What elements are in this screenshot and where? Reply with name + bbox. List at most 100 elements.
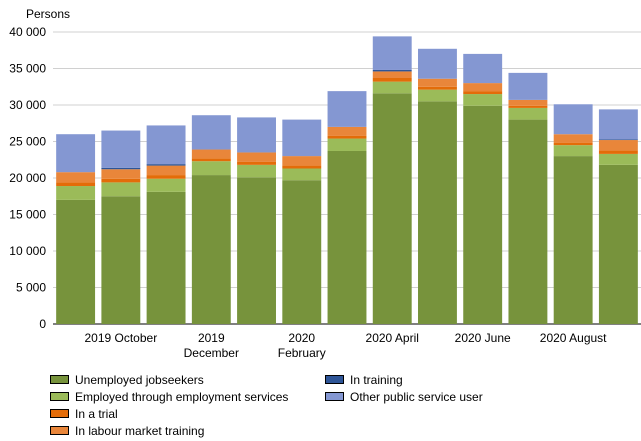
x-tick-label: 2020 June	[455, 331, 511, 345]
x-tick-label: 2020 August	[540, 331, 607, 345]
x-tick-label: 2020 February	[278, 331, 326, 360]
bar-segment	[146, 175, 186, 179]
bar-segment	[146, 191, 186, 324]
y-tick-label: 20 000	[9, 171, 46, 185]
y-tick-label: 15 000	[9, 208, 46, 222]
bar-segment	[56, 134, 96, 173]
bar-stack	[463, 53, 503, 324]
x-tick-label: 2019 October	[84, 331, 157, 345]
legend-label: Employed through employment services	[75, 389, 289, 404]
bar-segment	[418, 89, 457, 102]
x-tick-label: 2019 December	[184, 331, 239, 360]
x-axis-ticks: 2019 October 2019 December 2020 February 2020…	[84, 331, 607, 360]
bar-segment	[56, 186, 96, 200]
bar-stack	[101, 130, 141, 324]
bar-stack	[146, 125, 186, 324]
bar-stack	[237, 117, 276, 324]
bar-segment	[327, 135, 367, 139]
bar-stack	[508, 72, 548, 324]
bar-segment	[463, 105, 503, 324]
bar-segment	[56, 199, 96, 324]
bar-segment	[101, 182, 141, 197]
bar-stack	[418, 48, 457, 324]
bar-segment	[553, 134, 593, 143]
legend-swatch	[50, 426, 69, 435]
legend-swatch	[325, 375, 344, 384]
bar-segment	[418, 101, 457, 324]
bar-segment	[508, 105, 548, 108]
legend: Unemployed jobseekers In training Employed…	[50, 372, 610, 438]
bar-segment	[327, 126, 367, 136]
bar-segment	[418, 78, 457, 87]
bar-segment	[56, 182, 96, 187]
bar-segment	[508, 72, 548, 100]
y-tick-label: 5 000	[16, 281, 46, 295]
bar-segment	[237, 152, 276, 162]
bar-stack	[56, 134, 96, 324]
bar-segment	[553, 145, 593, 157]
y-tick-label: 25 000	[9, 135, 46, 149]
bar-segment	[418, 86, 457, 90]
bar-segment	[191, 161, 231, 176]
bar-stack	[372, 36, 412, 324]
legend-label: In labour market training	[75, 423, 205, 438]
bar-segment	[237, 117, 276, 153]
bar-segment	[463, 83, 503, 92]
legend-label: Other public service user	[350, 389, 483, 404]
bars	[56, 36, 638, 324]
bar-segment	[327, 138, 367, 151]
bar-segment	[191, 149, 231, 159]
bar-segment	[282, 165, 322, 169]
legend-label: Unemployed jobseekers	[75, 372, 204, 387]
legend-item: In training	[325, 372, 403, 387]
bar-segment	[463, 91, 503, 95]
bar-segment	[372, 36, 412, 70]
bar-segment	[372, 71, 412, 78]
bar-segment	[553, 156, 593, 324]
legend-item: In a trial	[50, 406, 118, 421]
legend-swatch	[50, 409, 69, 418]
y-tick-label: 40 000	[9, 25, 46, 39]
legend-label: In a trial	[75, 406, 118, 421]
y-tick-label: 30 000	[9, 98, 46, 112]
bar-segment	[146, 125, 186, 165]
bar-segment	[282, 156, 322, 166]
legend-item: In labour market training	[50, 423, 204, 438]
bar-stack	[327, 91, 367, 324]
bar-stack	[553, 104, 593, 324]
bar-segment	[146, 165, 186, 176]
bar-segment	[463, 53, 503, 84]
bar-segment	[282, 119, 322, 157]
bar-segment	[598, 153, 638, 165]
legend-item: Employed through employment services	[50, 389, 288, 404]
bar-segment	[553, 142, 593, 146]
y-tick-label: 35 000	[9, 62, 46, 76]
y-tick-label: 10 000	[9, 244, 46, 258]
stacked-bar-chart: Persons 0 5 000 10 000 15 000 20 000 25 000 30…	[9, 7, 641, 360]
bar-segment	[101, 130, 141, 168]
x-tick-label: 2020 April	[366, 331, 419, 345]
legend-item: Other public service user	[325, 389, 483, 404]
bar-segment	[191, 175, 231, 324]
legend-swatch	[50, 392, 69, 401]
y-tick-label: 0	[39, 317, 46, 331]
bar-segment	[598, 164, 638, 324]
bar-segment	[146, 164, 186, 166]
bar-segment	[598, 150, 638, 154]
bar-segment	[101, 196, 141, 324]
bar-segment	[598, 139, 638, 141]
bar-segment	[191, 115, 231, 150]
bar-stack	[598, 109, 638, 324]
bar-segment	[372, 81, 412, 94]
bar-segment	[508, 99, 548, 106]
bar-segment	[327, 91, 367, 127]
bar-segment	[237, 164, 276, 178]
bar-stack	[282, 119, 322, 324]
bar-segment	[237, 177, 276, 324]
bar-segment	[598, 140, 638, 151]
bar-segment	[282, 180, 322, 324]
legend-label: In training	[350, 372, 403, 387]
bar-segment	[553, 104, 593, 135]
y-axis-ticks: 0 5 000 10 000 15 000 20 000 25 000 30 000 35 0…	[9, 25, 46, 331]
bar-segment	[598, 109, 638, 140]
